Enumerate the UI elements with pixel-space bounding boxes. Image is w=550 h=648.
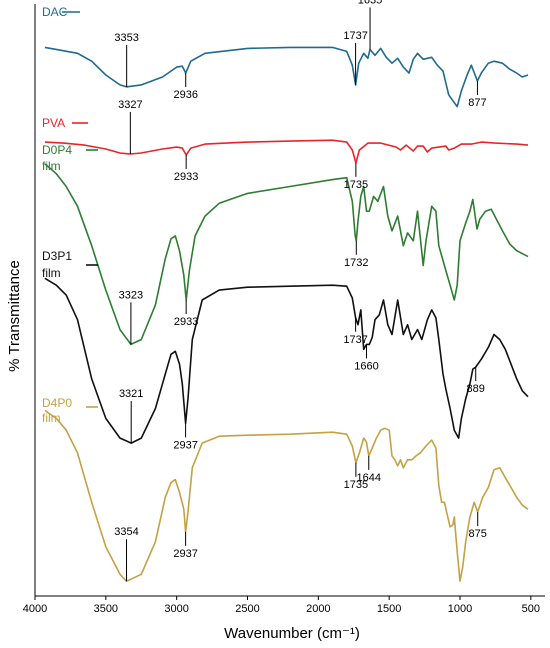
peak-annotation: 3327 [118,99,143,154]
peak-annotation: 1644 [357,455,381,484]
peak-annotation: 3321 [119,388,143,444]
legend-entry: D0P4 film [42,143,98,173]
peak-annotation: 2936 [173,73,198,101]
annotation-label: 1635 [358,0,382,6]
peak-annotation: 1737 [343,317,368,346]
legend-entry: PVA [42,116,88,130]
annotation-label: 2936 [173,89,197,101]
series-layer [44,46,529,582]
legend-label: D4P0 [42,396,72,410]
legend-label: D0P4 [42,143,72,157]
peak-annotation: 1735 [344,162,368,191]
series-line-d4p0-film [44,409,529,582]
x-tick-label: 2500 [235,603,259,615]
legend-entry: DAC [42,5,80,19]
legend-label: film [42,266,61,280]
series-line-d0p4-film [44,163,529,346]
annotation-label: 889 [467,383,485,395]
x-axis-label: Wavenumber (cm⁻¹) [224,625,360,642]
legend-label: DAC [42,5,68,19]
legend-label: film [42,411,61,425]
y-axis-label: % Transmittance [6,260,23,372]
peak-annotations: 3353 2936 1737 1635 877 3327 2933 1735 1732 3323 2… [114,0,487,582]
peak-annotation: 1635 [358,0,382,50]
annotation-label: 877 [468,97,486,109]
legend-label: PVA [42,116,65,130]
annotation-label: 1735 [344,179,368,191]
annotation-label: 1644 [357,472,381,484]
x-tick-label: 500 [522,603,540,615]
annotation-label: 1732 [344,257,368,269]
series-line-pva [44,139,529,164]
series-line-dac [44,46,529,108]
peak-annotation: 1735 [344,462,368,491]
legend-label: film [42,159,61,173]
annotation-label: 2937 [173,439,197,451]
annotation-label: 3327 [118,99,142,111]
peak-annotation: 1737 [343,30,368,85]
x-tick-label: 1000 [448,603,472,615]
x-tick-label: 3500 [94,603,118,615]
peak-annotation: 1732 [344,240,369,269]
peak-annotation: 1660 [354,344,379,372]
x-tick-label: 3000 [164,603,188,615]
annotation-label: 2933 [174,171,198,183]
annotation-label: 2937 [173,548,197,560]
annotation-label: 3321 [119,388,143,400]
x-tick-label: 2000 [306,603,330,615]
legend-label: D3P1 [42,249,72,263]
peak-annotation: 2937 [173,531,198,560]
peak-annotation: 889 [467,367,485,395]
annotation-label: 1660 [354,360,378,372]
annotation-label: 3353 [114,32,138,44]
annotation-label: 1737 [343,30,367,42]
x-tick-label: 1500 [377,603,401,615]
annotation-label: 3354 [114,526,138,538]
peak-annotation: 877 [468,80,487,109]
peak-annotation: 3353 [114,32,139,87]
peak-annotation: 875 [469,512,487,540]
peak-annotation: 3323 [119,289,143,345]
annotation-label: 1737 [343,334,367,346]
annotation-label: 2933 [174,316,198,328]
peak-annotation: 2933 [174,154,198,183]
axes: 4000 3500 3000 2500 2000 1500 1000 500 [23,4,545,615]
annotation-label: 875 [469,528,487,540]
annotation-label: 1735 [344,479,368,491]
peak-annotation: 2937 [173,423,198,451]
annotation-label: 3323 [119,289,143,301]
x-tick-label: 4000 [23,603,47,615]
series-line-d3p1-film [44,277,529,444]
legend-entry: D3P1 film [42,249,98,280]
peak-annotation: 2933 [174,300,198,328]
peak-annotation: 3354 [114,526,139,582]
